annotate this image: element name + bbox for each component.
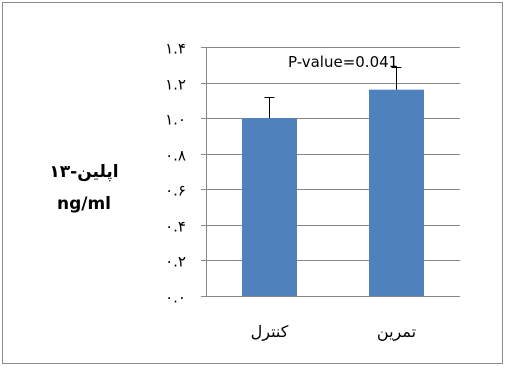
bar-0 (242, 118, 297, 297)
y-tick-label-3: ۰.۶ (165, 182, 186, 200)
y-axis-title-line-2: ng/ml (56, 194, 112, 214)
y-tick-label-6: ۱.۲ (165, 76, 186, 94)
y-tick-label-4: ۰.۸ (165, 147, 186, 165)
bar-1 (369, 89, 424, 296)
y-tick-label-1: ۰.۲ (165, 253, 186, 271)
p-value-annotation: P-value=0.041 (288, 53, 398, 71)
y-tick-label-5: ۱.۰ (165, 111, 186, 129)
y-tick-label-0: ۰.۰ (165, 289, 186, 307)
x-tick-label-1: تمرين (377, 322, 416, 342)
x-tick-label-0: كنترل (251, 322, 289, 342)
y-tick-label-7: ۱.۴ (165, 40, 186, 58)
y-axis-title-line-1: اپلين-۱۳ (49, 162, 119, 182)
y-tick-label-2: ۰.۴ (165, 218, 186, 236)
